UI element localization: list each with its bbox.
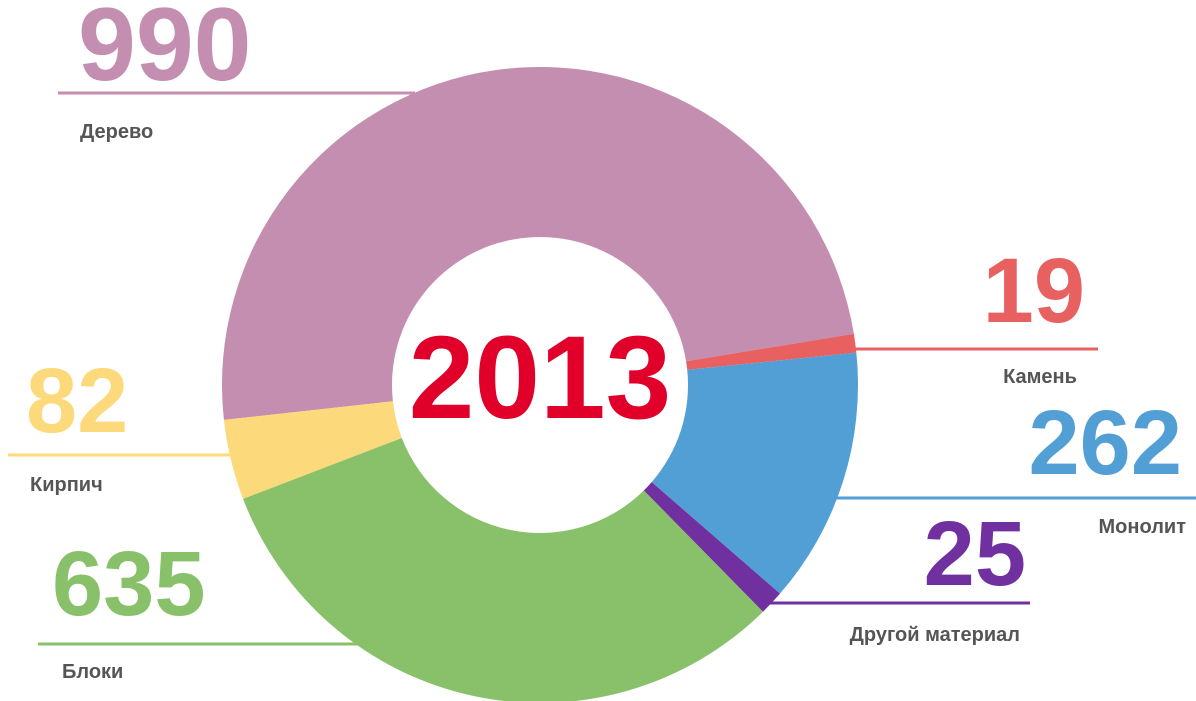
donut xyxy=(221,67,858,701)
donut-segment xyxy=(686,333,857,370)
category-label: Кирпич xyxy=(30,474,103,496)
value-label: 990 xyxy=(78,0,252,103)
category-label: Камень xyxy=(1003,366,1077,388)
value-label: 19 xyxy=(983,240,1085,342)
value-label: 635 xyxy=(52,533,206,635)
category-label: Монолит xyxy=(1099,516,1187,538)
labels: 990 Дерево 19 Камень 262 Монолит 25 Другой мате… xyxy=(8,0,1196,683)
value-label: 82 xyxy=(26,350,128,452)
center-label: 2013 xyxy=(409,312,672,444)
category-label: Дерево xyxy=(80,121,153,143)
donut-segment xyxy=(221,67,854,420)
donut-segment xyxy=(223,401,402,499)
donut-segment xyxy=(243,437,763,701)
donut-segment xyxy=(651,352,858,594)
value-label: 262 xyxy=(1029,392,1183,494)
category-label: Блоки xyxy=(62,661,123,683)
donut-segment xyxy=(643,482,780,612)
category-label: Другой материал xyxy=(850,624,1020,646)
value-label: 25 xyxy=(924,503,1026,605)
